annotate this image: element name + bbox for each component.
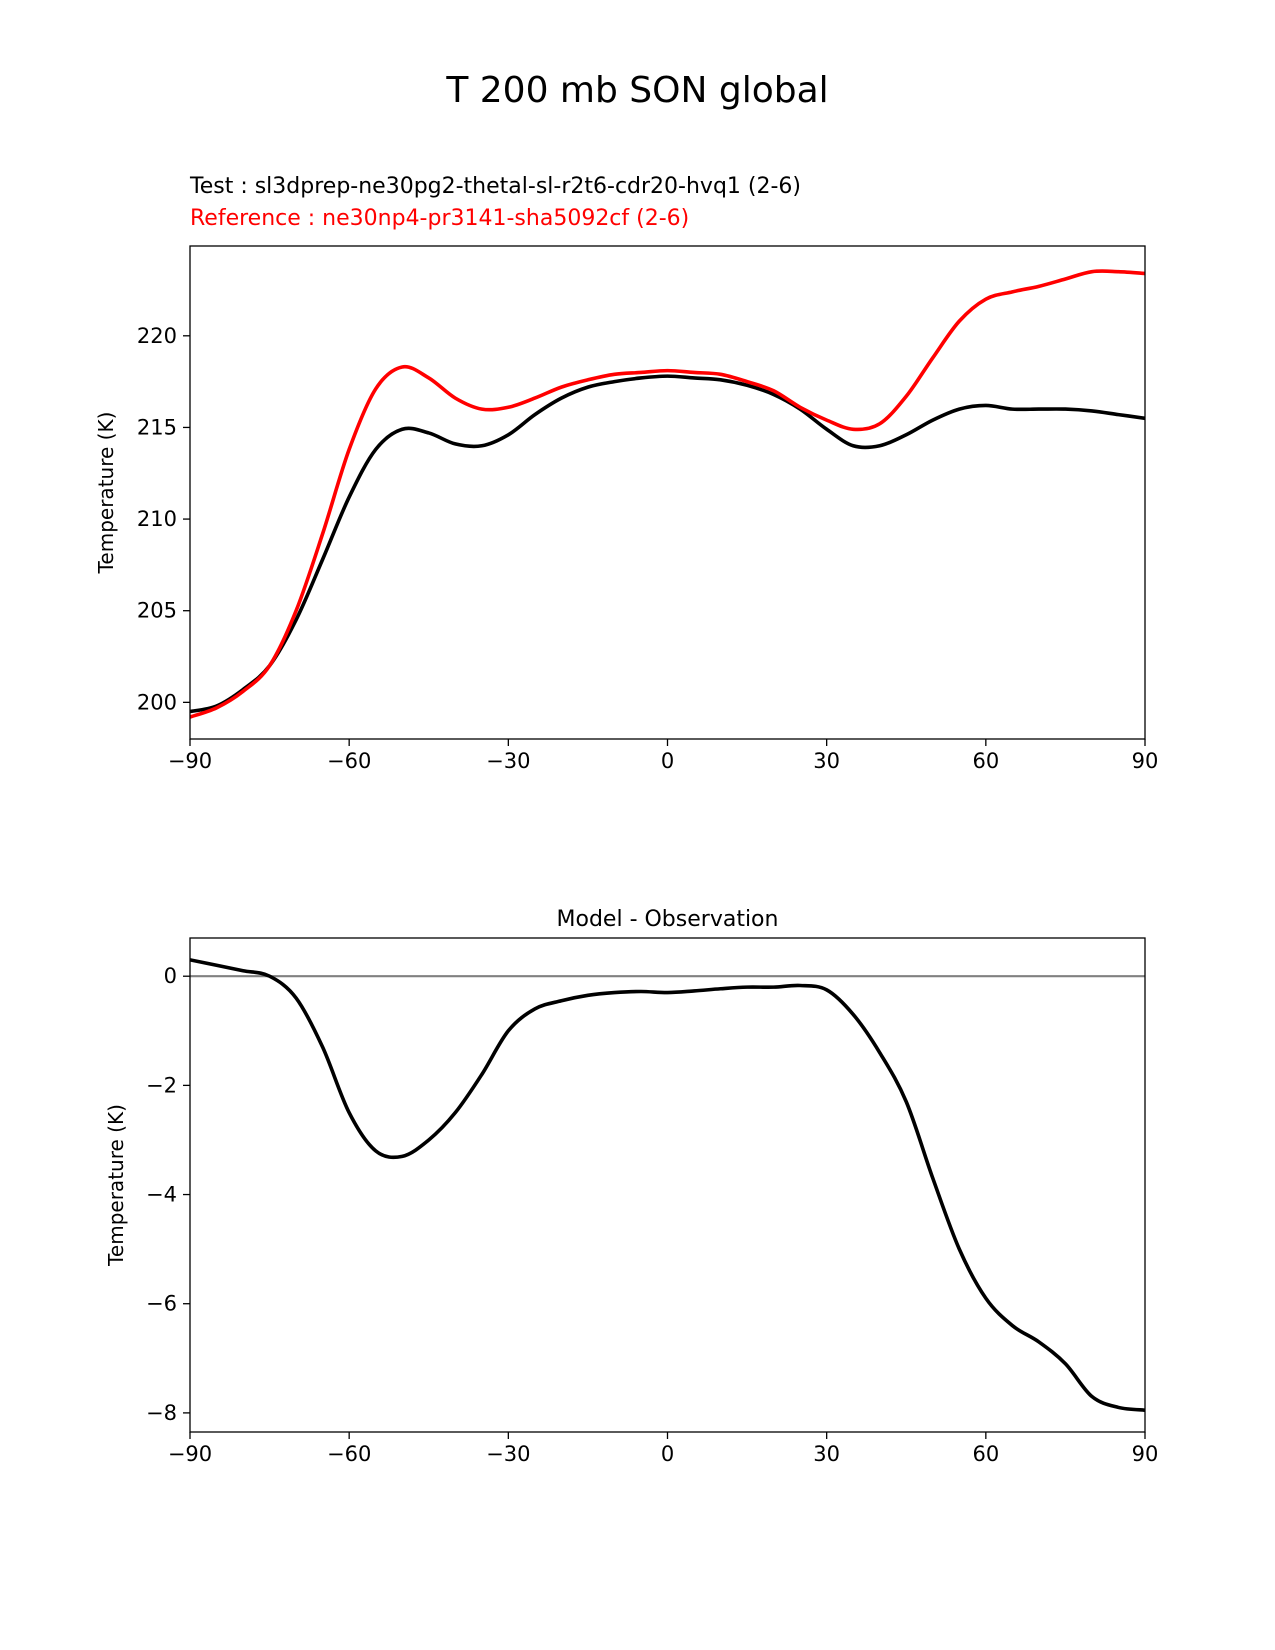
top-x-tick-label: −60 bbox=[327, 749, 371, 773]
top-x-tick-label: 30 bbox=[813, 749, 840, 773]
bottom-y-tick-label: 0 bbox=[164, 964, 177, 988]
top-y-tick-label: 200 bbox=[137, 690, 177, 714]
bottom-series-line-0 bbox=[190, 958, 1145, 1412]
bottom-y-axis-label: Temperature (K) bbox=[104, 1104, 128, 1267]
bottom-axes-frame bbox=[189, 937, 1146, 1433]
legend-reference-label: Reference : ne30np4-pr3141-sha5092cf (2-… bbox=[190, 206, 690, 231]
top-x-tick-label: 90 bbox=[1132, 749, 1159, 773]
legend-test-label: Test : sl3dprep-ne30pg2-thetal-sl-r2t6-c… bbox=[190, 174, 801, 199]
top-y-tick-label: 215 bbox=[137, 415, 177, 439]
top-x-tick-label: −30 bbox=[486, 749, 530, 773]
top-axes-frame bbox=[189, 245, 1146, 740]
bottom-y-tick-label: −6 bbox=[146, 1292, 177, 1316]
top-y-tick-label: 205 bbox=[137, 599, 177, 623]
figure-title: T 200 mb SON global bbox=[446, 70, 829, 111]
bottom-x-tick-label: −60 bbox=[327, 1442, 371, 1466]
bottom-panel-title: Model - Observation bbox=[557, 907, 779, 932]
bottom-panel-difference: −90 −60 −30 0 30 60 90 0 −2 −4 −6 −8 Temperature (K)… bbox=[104, 907, 1158, 1466]
bottom-x-tick-label: 90 bbox=[1132, 1442, 1159, 1466]
top-panel-temperature: −90 −60 −30 0 30 60 90 200 205 210 215 220 Temperatu… bbox=[94, 245, 1159, 773]
top-x-tick-label: 0 bbox=[661, 749, 674, 773]
top-series-line-0 bbox=[190, 374, 1145, 714]
bottom-x-tick-label: 0 bbox=[661, 1442, 674, 1466]
top-x-tick-label: 60 bbox=[972, 749, 999, 773]
bottom-x-tick-label: 30 bbox=[813, 1442, 840, 1466]
bottom-y-tick-label: −4 bbox=[146, 1183, 177, 1207]
top-y-tick-label: 210 bbox=[137, 507, 177, 531]
bottom-y-tick-label: −2 bbox=[146, 1073, 177, 1097]
top-y-axis-label: Temperature (K) bbox=[94, 412, 118, 575]
top-y-tick-label: 220 bbox=[137, 324, 177, 348]
bottom-y-tick-label: −8 bbox=[146, 1401, 177, 1425]
top-series-line-1 bbox=[190, 269, 1145, 719]
bottom-x-tick-label: −30 bbox=[486, 1442, 530, 1466]
top-x-tick-label: −90 bbox=[168, 749, 212, 773]
bottom-x-tick-label: −90 bbox=[168, 1442, 212, 1466]
bottom-x-tick-label: 60 bbox=[972, 1442, 999, 1466]
